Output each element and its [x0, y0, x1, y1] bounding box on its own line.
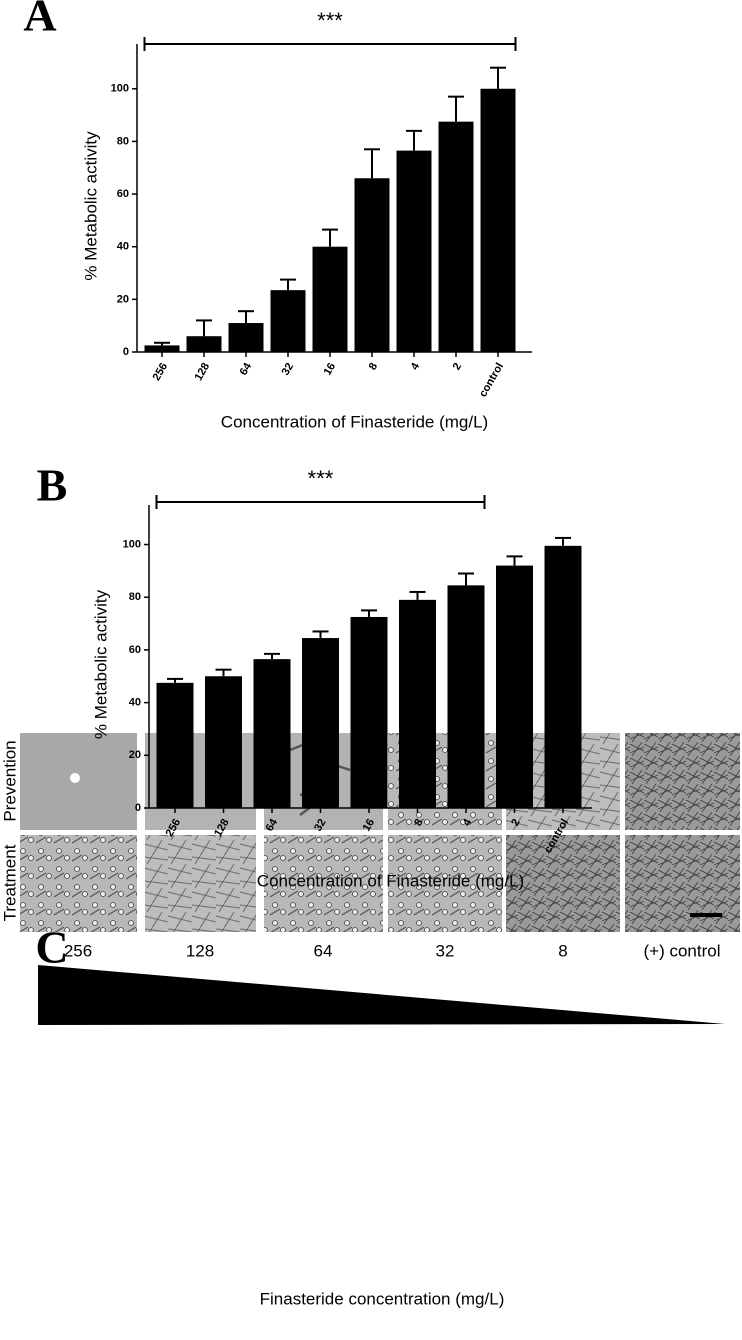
bar	[396, 150, 432, 352]
column-label: 8	[558, 941, 567, 960]
bar	[496, 565, 533, 808]
row-label: Prevention	[0, 740, 19, 821]
y-tick-label: 100	[123, 538, 141, 550]
y-tick-label: 40	[129, 697, 141, 709]
x-tick-label: 2	[451, 361, 464, 372]
bar	[480, 88, 516, 352]
bar	[253, 659, 291, 808]
cell	[70, 773, 80, 783]
x-tick-label: 8	[367, 361, 380, 372]
bar	[447, 585, 485, 808]
x-tick-label: 64	[238, 360, 255, 377]
y-tick-label: 0	[135, 802, 141, 814]
y-tick-label: 60	[129, 644, 141, 656]
micrograph	[625, 733, 740, 830]
bar	[144, 345, 180, 352]
column-label: (+) control	[644, 941, 721, 960]
x-axis-label: Finasteride concentration (mg/L)	[260, 1289, 505, 1308]
x-tick-label: 32	[280, 361, 297, 378]
y-tick-label: 20	[129, 749, 141, 761]
bar	[228, 323, 264, 352]
y-tick-label: 80	[117, 135, 129, 147]
x-tick-label: 2	[509, 817, 522, 828]
y-axis-label: % Metabolic activity	[81, 131, 100, 281]
bar	[156, 682, 194, 808]
panel-label: B	[37, 460, 68, 511]
x-tick-label: 8	[412, 817, 425, 828]
column-label: 64	[314, 941, 333, 960]
panel-label: C	[35, 922, 68, 973]
bar	[544, 545, 582, 808]
x-tick-label: 16	[361, 817, 378, 834]
bar	[270, 290, 306, 352]
y-tick-label: 100	[111, 83, 129, 95]
bar	[312, 246, 348, 352]
column-label: 32	[436, 941, 455, 960]
micrograph	[20, 835, 137, 932]
bar	[438, 121, 474, 353]
micrograph	[506, 835, 620, 932]
row-label: Treatment	[0, 844, 19, 921]
y-tick-label: 0	[123, 346, 129, 358]
bar	[205, 676, 242, 808]
y-tick-label: 20	[117, 293, 129, 305]
y-tick-label: 60	[117, 188, 129, 200]
micrograph	[145, 835, 256, 932]
bar	[350, 616, 388, 808]
bar	[186, 336, 222, 352]
x-tick-label: 4	[409, 360, 423, 372]
micrograph	[264, 835, 383, 932]
y-tick-label: 80	[129, 591, 141, 603]
y-axis-label: % Metabolic activity	[91, 589, 110, 739]
x-tick-label: 256	[151, 361, 171, 383]
significance-label: ***	[308, 466, 334, 491]
x-axis-label: Concentration of Finasteride (mg/L)	[257, 871, 524, 890]
x-axis-label: Concentration of Finasteride (mg/L)	[221, 412, 488, 431]
micrograph	[625, 835, 740, 932]
concentration-wedge	[38, 965, 725, 1025]
bar	[399, 599, 436, 808]
bar	[354, 178, 390, 352]
x-tick-label: 128	[193, 361, 213, 383]
column-label: 256	[64, 941, 92, 960]
micrograph	[388, 835, 502, 932]
x-tick-label: 16	[322, 361, 339, 378]
significance-label: ***	[317, 8, 343, 33]
panel-label: A	[23, 0, 56, 41]
x-tick-label: 32	[312, 817, 329, 834]
column-label: 128	[186, 941, 214, 960]
x-tick-label: control	[477, 361, 506, 399]
bar	[302, 638, 339, 808]
y-tick-label: 40	[117, 241, 129, 253]
